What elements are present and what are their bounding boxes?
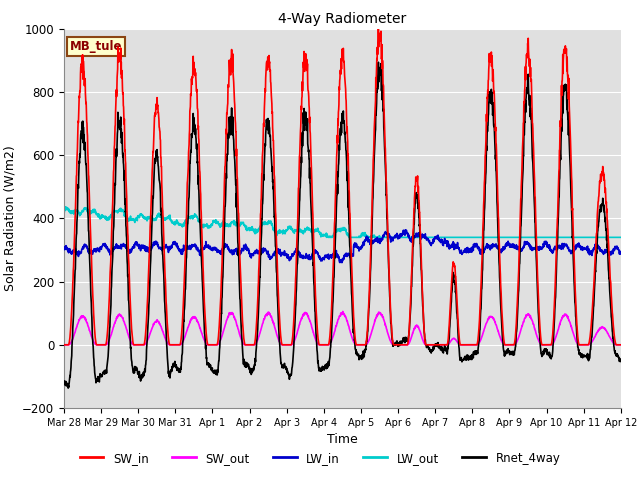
Legend: SW_in, SW_out, LW_in, LW_out, Rnet_4way: SW_in, SW_out, LW_in, LW_out, Rnet_4way — [75, 447, 565, 469]
Text: MB_tule: MB_tule — [70, 40, 122, 53]
Y-axis label: Solar Radiation (W/m2): Solar Radiation (W/m2) — [4, 145, 17, 291]
X-axis label: Time: Time — [327, 433, 358, 446]
Title: 4-Way Radiometer: 4-Way Radiometer — [278, 12, 406, 26]
